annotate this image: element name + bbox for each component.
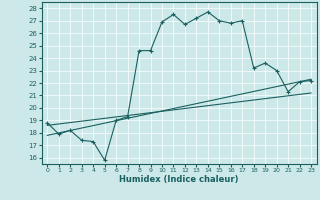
X-axis label: Humidex (Indice chaleur): Humidex (Indice chaleur) [119,175,239,184]
